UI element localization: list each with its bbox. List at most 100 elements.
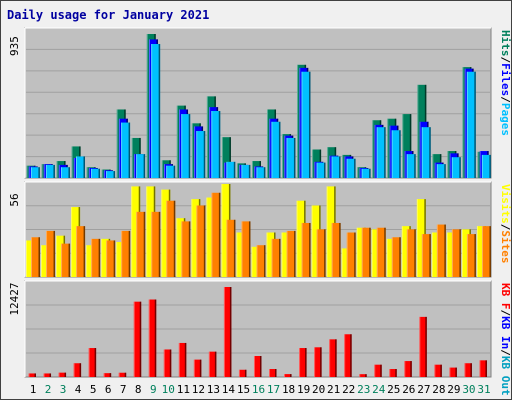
bar-sites-24-highlight	[376, 227, 378, 277]
bar-pages-23-shade	[369, 168, 371, 178]
bar-visits-30-highlight	[461, 229, 463, 277]
bar-kb-f-6-body	[103, 373, 112, 377]
bar-pages-27-shade	[429, 127, 431, 178]
bar-visits-15-highlight	[236, 232, 238, 277]
bar-sites-15-body	[241, 221, 251, 277]
bar-sites-25-shade	[399, 237, 401, 277]
bar-sites-6-highlight	[106, 240, 108, 277]
bar-pages-18-highlight	[286, 137, 288, 178]
bar-kb-f-15-highlight	[238, 369, 240, 377]
bar-pages-22	[346, 158, 356, 178]
bar-sites-7-shade	[128, 230, 131, 277]
bar-pages-15	[241, 164, 251, 178]
bar-files-9-highlight	[148, 39, 150, 178]
bar-sites-16-shade	[263, 245, 266, 277]
bar-pages-17-body	[271, 121, 281, 178]
bar-pages-29-highlight	[451, 157, 453, 178]
bar-pages-5-highlight	[91, 168, 93, 178]
bar-kb-f-26-body	[404, 361, 412, 377]
bar-hits-16-highlight	[251, 161, 253, 178]
bar-files-15-highlight	[239, 164, 241, 178]
bar-sites-1	[31, 237, 40, 277]
bar-sites-12-highlight	[196, 205, 198, 277]
day-label-12: 12	[192, 383, 205, 396]
bar-sites-15-shade	[248, 221, 251, 277]
bar-pages-5-body	[91, 168, 101, 178]
bar-kb-f-25	[389, 369, 397, 377]
bar-hits-19-highlight	[297, 64, 299, 178]
bar-sites-20	[316, 229, 326, 277]
bar-kb-f-2-body	[43, 373, 52, 377]
bar-visits-12-body	[191, 199, 201, 277]
bar-sites-8-shade	[143, 211, 146, 277]
bar-pages-28-body	[436, 164, 446, 178]
bar-pages-29-shade	[459, 157, 461, 178]
bar-kb-f-30-highlight	[464, 363, 466, 377]
bar-visits-23-body	[356, 227, 366, 277]
bar-sites-26-shade	[414, 229, 416, 277]
day-label-13: 13	[207, 383, 220, 396]
bar-kb-f-1-shade	[34, 373, 36, 377]
bar-pages-30-shade	[474, 71, 476, 178]
bar-visits-31-highlight	[476, 226, 478, 277]
bar-sites-9	[151, 211, 161, 277]
bar-sites-22	[346, 232, 356, 277]
bar-sites-1-highlight	[31, 237, 32, 277]
bar-pages-31-highlight	[481, 154, 483, 178]
bar-pages-2	[45, 164, 55, 178]
bar-files-30-highlight	[464, 68, 466, 178]
day-label-10: 10	[162, 383, 175, 396]
bar-pages-20-body	[316, 162, 326, 178]
bar-visits-1-highlight	[26, 240, 27, 277]
bar-visits-31-body	[476, 226, 486, 277]
bar-sites-18-shade	[294, 230, 296, 277]
bar-sites-28	[436, 224, 446, 277]
bar-visits-4-highlight	[71, 207, 73, 277]
bar-kb-f-29-highlight	[449, 367, 451, 377]
bar-kb-f-4-shade	[79, 363, 82, 377]
bar-sites-19	[301, 222, 311, 277]
bar-files-5-highlight	[88, 167, 90, 178]
bar-hits-26-highlight	[402, 114, 404, 178]
bar-sites-9-body	[151, 211, 161, 277]
bar-hits-7-highlight	[116, 109, 118, 178]
bar-sites-2-shade	[53, 230, 56, 277]
bar-visits-24-body	[371, 229, 381, 277]
bar-kb-f-2-shade	[49, 373, 52, 377]
bar-sites-10-highlight	[166, 200, 168, 277]
bar-files-16-highlight	[254, 166, 256, 178]
bar-kb-f-21	[329, 339, 337, 377]
bar-kb-f-9-highlight	[148, 299, 150, 377]
bar-sites-30	[466, 234, 476, 277]
bar-pages-23-highlight	[361, 168, 363, 178]
bar-pages-15-shade	[248, 164, 251, 178]
bar-kb-f-5-highlight	[88, 348, 90, 377]
day-label-22: 22	[342, 383, 355, 396]
bar-visits-27-body	[416, 199, 426, 277]
bar-pages-25-shade	[399, 130, 401, 178]
bar-sites-18-highlight	[286, 230, 288, 277]
bar-sites-15-highlight	[241, 221, 243, 277]
bar-sites-14-body	[226, 219, 236, 277]
bar-visits-13-highlight	[206, 197, 208, 277]
bar-sites-24	[376, 227, 386, 277]
bar-sites-8-body	[136, 211, 146, 277]
bar-kb-f-24	[374, 364, 382, 377]
bar-kb-f-13-body	[208, 351, 217, 377]
bar-pages-16-highlight	[256, 167, 258, 178]
legend-entry: KB F	[499, 283, 511, 310]
bar-files-12-highlight	[194, 126, 196, 178]
bar-pages-20-highlight	[316, 162, 318, 178]
bar-sites-19-highlight	[301, 222, 303, 277]
bar-visits-30-body	[461, 229, 471, 277]
bar-pages-15-body	[241, 164, 251, 178]
legend-entry: KB In	[499, 316, 511, 349]
bar-hits-14-highlight	[221, 137, 223, 178]
bar-files-14-highlight	[224, 162, 226, 178]
legend-entry: Hits	[499, 30, 511, 57]
bar-files-1-highlight	[28, 166, 30, 178]
bar-pages-20	[316, 162, 326, 178]
bar-sites-21-body	[331, 222, 341, 277]
bar-kb-f-23-body	[359, 374, 367, 377]
bar-kb-f-28-shade	[440, 364, 442, 377]
